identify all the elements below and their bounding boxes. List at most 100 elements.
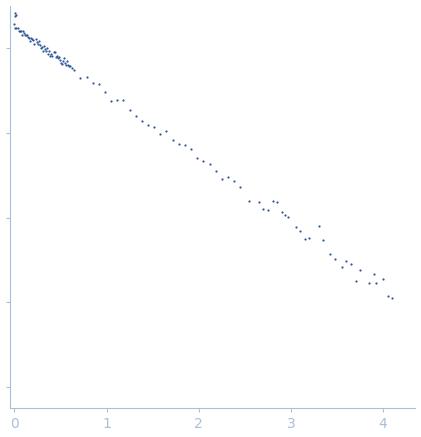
Point [33,39,40,46]
Point [269,198,276,205]
Point [200,157,207,164]
Point [51,49,58,56]
Point [120,97,127,104]
Point [24,31,30,38]
Point [366,280,373,287]
Point [12,25,19,32]
Point [37,45,44,52]
Point [373,280,379,287]
Point [89,80,96,87]
Point [12,10,19,17]
Point [56,57,63,64]
Point [43,47,49,54]
Point [40,48,46,55]
Point [19,28,26,35]
Point [83,73,90,80]
Point [176,140,182,147]
Point [38,44,45,51]
Point [65,61,72,68]
Point [29,36,36,43]
Point [21,32,28,39]
Point [320,237,327,244]
Point [60,57,67,64]
Point [357,266,363,273]
Point [11,21,18,28]
Point [17,28,24,35]
Point [343,257,350,264]
Point [126,106,133,113]
Point [62,59,69,66]
Point [145,121,152,128]
Point [68,64,75,71]
Point [21,29,27,36]
Point [61,55,67,62]
Point [71,67,77,74]
Point [352,277,359,284]
Point [231,178,237,185]
Point [212,167,219,174]
Point [338,263,345,270]
Point [101,89,108,96]
Point [260,205,266,212]
Point [66,62,73,69]
Point [151,124,157,131]
Point [13,25,20,32]
Point [306,234,313,241]
Point [181,141,188,148]
Point [108,97,115,104]
Point [40,43,47,50]
Point [281,212,288,218]
Point [11,13,18,20]
Point [380,275,386,282]
Point [30,36,37,43]
Point [54,55,61,62]
Point [169,137,176,144]
Point [64,58,71,65]
Point [139,117,145,124]
Point [77,74,84,81]
Point [132,112,139,119]
Point [326,251,333,258]
Point [163,128,170,135]
Point [34,41,41,48]
Point [46,47,53,54]
Point [301,236,308,243]
Point [25,34,32,41]
Point [332,256,338,263]
Point [59,60,65,67]
Point [42,46,48,53]
Point [389,295,396,302]
Point [278,209,285,216]
Point [28,35,35,42]
Point [44,45,51,52]
Point [274,199,280,206]
Point [56,54,62,61]
Point [58,59,64,66]
Point [370,271,377,277]
Point [53,52,60,59]
Point [206,160,213,167]
Point [19,31,25,38]
Point [48,51,55,58]
Point [297,228,304,235]
Point [31,40,38,47]
Point [264,206,271,213]
Point [246,198,253,205]
Point [45,50,52,57]
Point [384,292,391,299]
Point [218,176,225,183]
Point [23,32,29,39]
Point [14,25,21,32]
Point [292,224,299,231]
Point [347,260,354,267]
Point [47,52,54,59]
Point [194,154,200,161]
Point [52,53,59,60]
Point [157,130,164,137]
Point [36,42,43,49]
Point [15,28,22,35]
Point [96,80,102,87]
Point [67,63,74,70]
Point [237,183,244,190]
Point [315,223,322,230]
